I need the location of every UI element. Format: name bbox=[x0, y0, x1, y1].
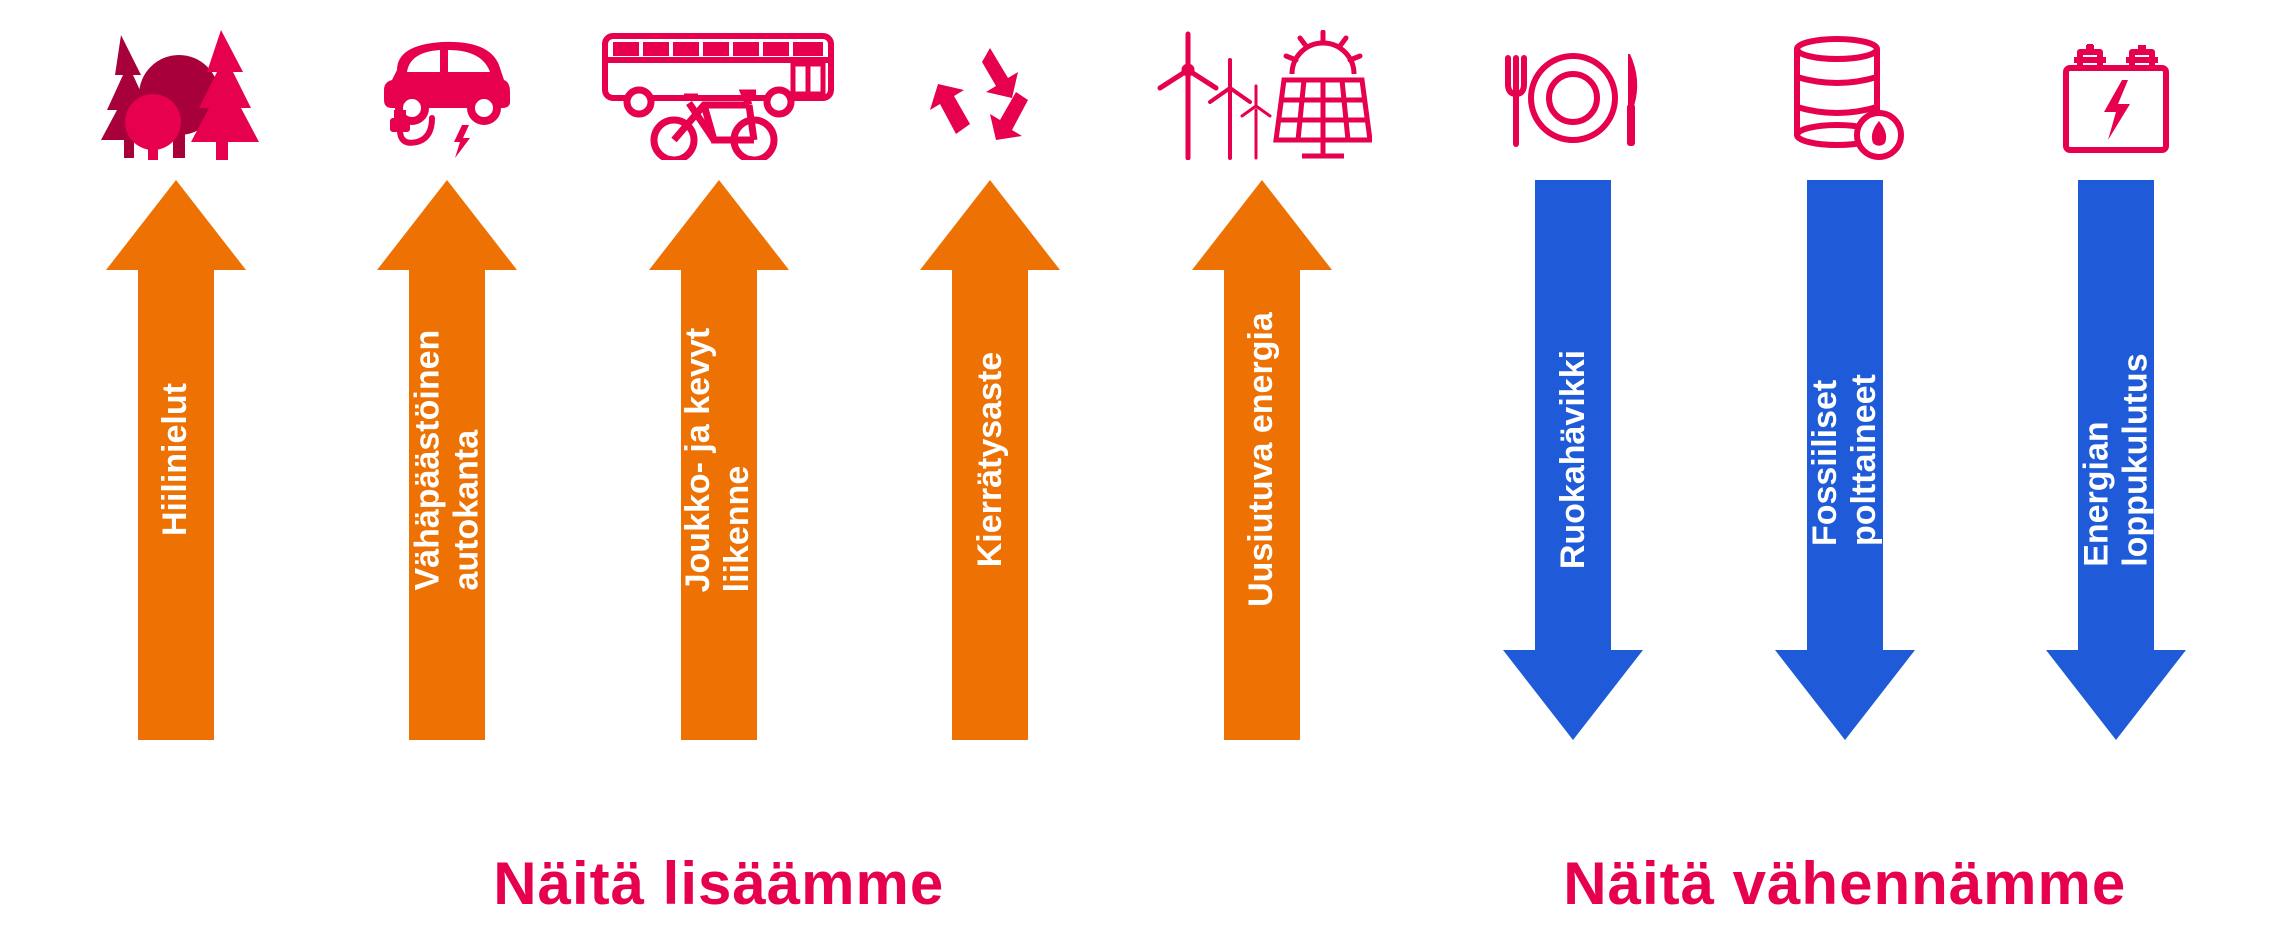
arrow-down: Energian loppukulutus bbox=[2046, 180, 2186, 740]
recycle-icon bbox=[930, 30, 1050, 160]
arrow-up: Kierrätysaste bbox=[920, 180, 1060, 740]
bus-bike-icon bbox=[599, 30, 839, 160]
col-vahapaastoinen: Vähäpäästöinen autokanta bbox=[312, 30, 584, 819]
col-ruokahavikki: Ruokahävikki bbox=[1438, 30, 1710, 819]
renewable-icon bbox=[1152, 30, 1372, 160]
arrow-up: Vähäpäästöinen autokanta bbox=[377, 180, 517, 740]
trees-icon bbox=[91, 30, 261, 160]
arrow-up: Uusiutuva energia bbox=[1192, 180, 1332, 740]
decrease-section: Ruokahävikki bbox=[1438, 30, 2253, 918]
decrease-columns: Ruokahävikki bbox=[1438, 30, 2253, 819]
arrow-up: Hiilinielut bbox=[106, 180, 246, 740]
arrow-down: Ruokahävikki bbox=[1503, 180, 1643, 740]
col-energian: Energian loppukulutus bbox=[1981, 30, 2253, 819]
infographic-container: Hiilinielut bbox=[0, 0, 2292, 938]
col-uusiutuva: Uusiutuva energia bbox=[1126, 30, 1398, 819]
food-icon bbox=[1498, 30, 1648, 160]
arrow-label: Vähäpäästöinen autokanta bbox=[408, 330, 486, 591]
arrow-up: Joukko- ja kevyt liikenne bbox=[649, 180, 789, 740]
arrow-label: Joukko- ja kevyt liikenne bbox=[680, 328, 758, 593]
col-kierratys: Kierrätysaste bbox=[855, 30, 1127, 819]
col-joukko: Joukko- ja kevyt liikenne bbox=[583, 30, 855, 819]
arrow-label: Uusiutuva energia bbox=[1242, 313, 1281, 608]
ev-car-icon bbox=[372, 30, 522, 160]
decrease-title: Näitä vähennämme bbox=[1563, 849, 2126, 918]
arrow-label: Kierrätysaste bbox=[971, 352, 1010, 567]
col-fossiiliset: Fossiiliset polttaineet bbox=[1709, 30, 1981, 819]
increase-columns: Hiilinielut bbox=[40, 30, 1398, 819]
battery-icon bbox=[2046, 30, 2186, 160]
arrow-label: Ruokahävikki bbox=[1554, 350, 1593, 569]
increase-title: Näitä lisäämme bbox=[493, 849, 944, 918]
arrow-down: Fossiiliset polttaineet bbox=[1775, 180, 1915, 740]
increase-section: Hiilinielut bbox=[40, 30, 1398, 918]
arrow-label: Energian loppukulutus bbox=[2077, 353, 2155, 566]
col-hiilinielut: Hiilinielut bbox=[40, 30, 312, 819]
arrow-label: Hiilinielut bbox=[156, 384, 195, 537]
oil-icon bbox=[1775, 30, 1915, 160]
arrow-label: Fossiiliset polttaineet bbox=[1806, 374, 1884, 546]
